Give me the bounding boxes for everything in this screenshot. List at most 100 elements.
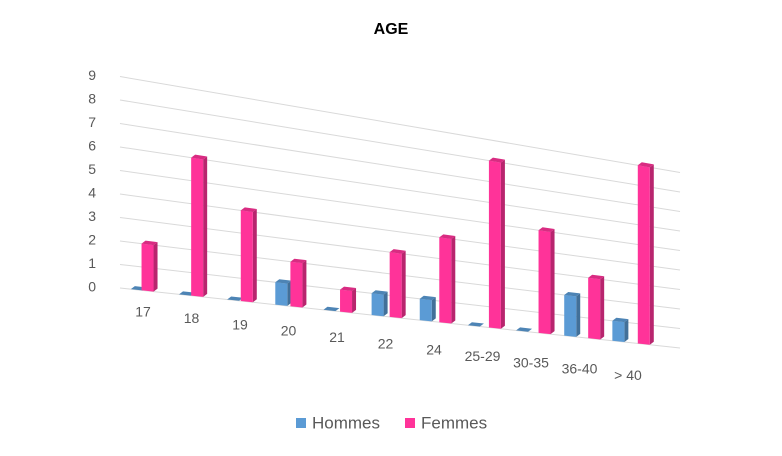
grid-line bbox=[119, 170, 681, 251]
x-tick-label: 20 bbox=[281, 323, 297, 339]
x-tick-label: > 40 bbox=[614, 367, 642, 383]
bar-side bbox=[153, 242, 158, 292]
bar-side bbox=[252, 209, 257, 303]
bar-side bbox=[550, 229, 555, 335]
bar-front bbox=[290, 261, 303, 308]
x-tick-label: 36-40 bbox=[562, 361, 598, 377]
bar bbox=[439, 234, 456, 324]
bar bbox=[588, 274, 605, 340]
bar-front bbox=[538, 230, 551, 335]
y-tick-label: 0 bbox=[88, 279, 96, 295]
bar-top bbox=[371, 290, 388, 295]
y-tick-label: 8 bbox=[88, 91, 96, 107]
bar-side bbox=[576, 293, 581, 337]
bar bbox=[191, 154, 208, 297]
bar-side bbox=[500, 159, 505, 329]
grid-line bbox=[119, 146, 681, 232]
y-tick-label: 7 bbox=[88, 114, 96, 130]
bar-front bbox=[191, 157, 204, 297]
bar-side bbox=[624, 319, 629, 343]
bar-top bbox=[538, 227, 555, 233]
bar-side bbox=[203, 156, 208, 297]
grid-line bbox=[119, 99, 681, 193]
bar-top bbox=[275, 279, 292, 284]
bar-top bbox=[227, 296, 244, 301]
bar-side bbox=[600, 276, 605, 340]
x-tick-label: 25-29 bbox=[465, 348, 501, 364]
bar-top bbox=[389, 249, 406, 254]
y-tick-label: 2 bbox=[88, 232, 96, 248]
bar-front bbox=[419, 298, 432, 322]
y-tick-label: 3 bbox=[88, 208, 96, 224]
x-tick-label: 30-35 bbox=[513, 354, 549, 370]
x-tick-label: 19 bbox=[232, 316, 248, 332]
bar-top bbox=[323, 306, 340, 312]
bar-front bbox=[612, 320, 625, 343]
bar-front bbox=[488, 160, 501, 329]
bar-top bbox=[516, 327, 533, 332]
bar bbox=[141, 240, 158, 292]
chart-title: AGE bbox=[374, 21, 409, 38]
bar bbox=[516, 327, 533, 332]
bar-front bbox=[637, 165, 650, 345]
bar-top bbox=[588, 274, 605, 280]
bar bbox=[564, 291, 581, 337]
bar bbox=[637, 162, 654, 345]
x-tick-label: 18 bbox=[184, 310, 200, 326]
bar bbox=[612, 317, 629, 343]
bar-side bbox=[401, 250, 406, 319]
bar-side bbox=[352, 288, 357, 313]
grid-line bbox=[119, 123, 681, 212]
y-tick-label: 4 bbox=[88, 185, 96, 201]
bar bbox=[227, 296, 244, 301]
bar-front bbox=[389, 252, 402, 319]
bar-top bbox=[564, 291, 581, 297]
bar bbox=[323, 306, 340, 312]
bar-top bbox=[612, 317, 629, 323]
bar-top bbox=[340, 286, 357, 292]
x-tick-label: 22 bbox=[378, 335, 394, 351]
y-tick-label: 6 bbox=[88, 138, 96, 154]
bar bbox=[488, 157, 505, 329]
bar-front bbox=[564, 294, 577, 337]
bar bbox=[538, 227, 555, 335]
bar-top bbox=[240, 207, 257, 213]
bar bbox=[389, 249, 406, 319]
bar-top bbox=[290, 258, 307, 264]
bar-front bbox=[439, 237, 452, 324]
bar-top bbox=[419, 295, 436, 301]
bar-side bbox=[431, 297, 436, 322]
bar-top bbox=[637, 162, 654, 168]
legend-swatch bbox=[405, 418, 415, 428]
bar-front bbox=[141, 243, 154, 292]
bar bbox=[340, 286, 357, 313]
y-tick-label: 5 bbox=[88, 161, 96, 177]
bar bbox=[371, 290, 388, 317]
bar-side bbox=[302, 260, 307, 308]
bar-side bbox=[383, 291, 388, 317]
legend-label: Hommes bbox=[312, 413, 380, 432]
y-tick-label: 1 bbox=[88, 255, 96, 271]
bar-side bbox=[287, 280, 292, 306]
bar bbox=[467, 322, 484, 327]
bar-top bbox=[141, 240, 158, 246]
bar-top bbox=[178, 291, 195, 296]
bar-side bbox=[649, 164, 654, 345]
x-tick-label: 21 bbox=[329, 329, 345, 345]
x-tick-label: 17 bbox=[135, 304, 151, 320]
bar bbox=[275, 279, 292, 306]
legend-swatch bbox=[296, 418, 306, 428]
legend-label: Femmes bbox=[421, 413, 487, 432]
grid-line bbox=[119, 193, 681, 271]
bar bbox=[178, 291, 195, 296]
bar bbox=[240, 207, 257, 303]
bar-top bbox=[467, 322, 484, 327]
bar-front bbox=[340, 289, 353, 313]
bar-front bbox=[371, 293, 384, 317]
x-tick-label: 24 bbox=[426, 342, 442, 358]
bar-front bbox=[588, 277, 601, 340]
grid-line bbox=[119, 76, 681, 173]
bar-front bbox=[240, 210, 253, 303]
bar-side bbox=[451, 235, 456, 324]
